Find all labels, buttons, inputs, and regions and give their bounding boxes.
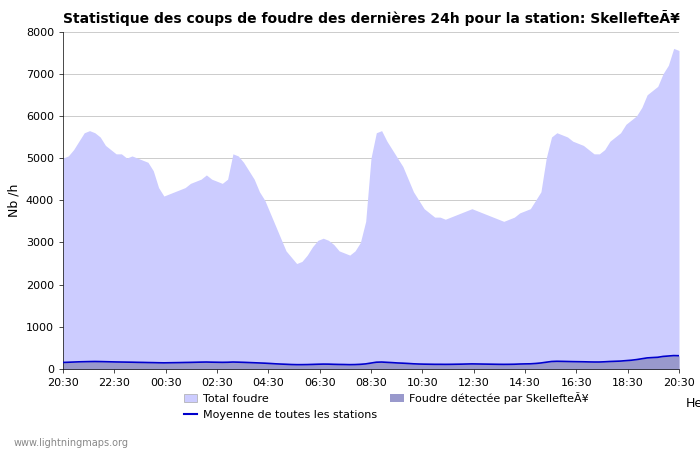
Text: www.lightningmaps.org: www.lightningmaps.org: [14, 438, 129, 448]
Text: Heure: Heure: [686, 397, 700, 410]
Title: Statistique des coups de foudre des dernières 24h pour la station: SkellefteÃ¥: Statistique des coups de foudre des dern…: [62, 10, 680, 26]
Y-axis label: Nb /h: Nb /h: [7, 184, 20, 217]
Legend: Total foudre, Moyenne de toutes les stations, Foudre détectée par SkellefteÃ¥: Total foudre, Moyenne de toutes les stat…: [179, 388, 593, 424]
